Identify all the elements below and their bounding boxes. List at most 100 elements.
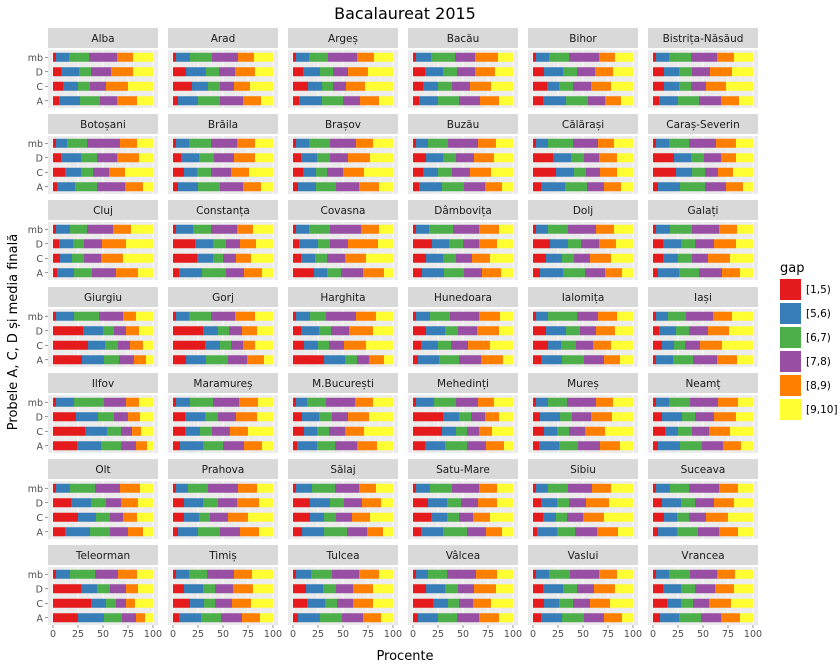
bar-segment (413, 167, 423, 177)
bar-segment (293, 498, 310, 508)
facet-strip (528, 459, 638, 479)
bar-segment (689, 138, 716, 148)
bar-segment (567, 397, 596, 407)
facet-title: Alba (91, 33, 114, 45)
bar-segment (422, 268, 444, 278)
bar-segment (293, 52, 296, 62)
bar-segment (330, 498, 344, 508)
bar-segment (293, 483, 296, 493)
bar-segment (324, 355, 345, 365)
bar-segment (186, 67, 206, 77)
bar-segment (533, 355, 541, 365)
bar-segment (326, 311, 356, 321)
bar-segment (533, 239, 550, 249)
facet-ia-i: Iași (648, 287, 758, 367)
bar-segment (430, 483, 452, 493)
bar-segment (139, 153, 153, 163)
bar-segment (464, 182, 485, 192)
bar-segment (669, 569, 690, 579)
bar-segment (121, 426, 132, 436)
bar-segment (620, 355, 633, 365)
bar-segment (533, 483, 536, 493)
legend-swatch (780, 279, 801, 300)
bar-segment (734, 498, 753, 508)
bar-segment (383, 527, 393, 537)
bar-segment (413, 67, 425, 77)
bar-segment (53, 598, 91, 608)
bar-segment (479, 224, 499, 234)
bar-segment (714, 239, 736, 249)
bar-segment (451, 340, 468, 350)
y-tick-label: D (36, 153, 43, 164)
bar-segment (379, 182, 393, 192)
bar-segment (317, 153, 330, 163)
facet-strip (48, 28, 158, 48)
bar-segment (348, 67, 368, 77)
bar-segment (664, 512, 677, 522)
facet-title: Botoșani (80, 119, 126, 131)
bar-segment (732, 311, 753, 321)
bar-segment (599, 52, 615, 62)
bar-segment (357, 355, 369, 365)
bar-segment (74, 311, 99, 321)
bar-segment (178, 96, 198, 106)
bar-segment (663, 239, 681, 249)
bar-segment (476, 569, 497, 579)
bar-segment (231, 340, 243, 350)
bar-segment (679, 613, 701, 623)
bar-segment (218, 412, 236, 422)
bar-segment (220, 96, 243, 106)
bar-segment (81, 167, 93, 177)
bar-segment (496, 138, 513, 148)
facet-strip (48, 287, 158, 307)
bar-segment (143, 527, 153, 537)
bar-segment (722, 340, 753, 350)
bar-segment (726, 182, 743, 192)
bar-segment (736, 138, 753, 148)
bar-segment (173, 182, 178, 192)
bar-segment (310, 498, 330, 508)
bar-segment (193, 224, 211, 234)
bar-segment (567, 512, 583, 522)
bar-segment (502, 182, 513, 192)
bar-segment (261, 96, 273, 106)
legend-label: [6,7) (806, 332, 831, 344)
bar-segment (324, 512, 336, 522)
bar-segment (299, 239, 318, 249)
bar-segment (685, 340, 700, 350)
bar-segment (211, 224, 237, 234)
bar-segment (362, 498, 381, 508)
legend-title: gap (780, 261, 804, 276)
bar-segment (658, 268, 679, 278)
y-tick-label: D (36, 326, 43, 337)
bar-segment (438, 340, 451, 350)
bar-segment (596, 397, 613, 407)
bar-segment (574, 167, 586, 177)
bar-segment (113, 224, 131, 234)
bar-segment (257, 483, 273, 493)
bar-segment (297, 441, 317, 451)
bar-segment (622, 613, 633, 623)
facet-buz-u: Buzău (408, 114, 518, 194)
bar-segment (452, 167, 470, 177)
bar-segment (442, 182, 464, 192)
bar-segment (364, 426, 393, 436)
bar-segment (596, 224, 614, 234)
bar-segment (120, 483, 140, 493)
bar-segment (610, 598, 633, 608)
bar-segment (218, 326, 229, 336)
bar-segment (653, 153, 674, 163)
bar-segment (319, 412, 332, 422)
bar-segment (83, 326, 103, 336)
bar-segment (198, 182, 220, 192)
bar-segment (307, 598, 325, 608)
bar-segment (333, 67, 348, 77)
bar-segment (738, 527, 753, 537)
bar-segment (429, 224, 453, 234)
bar-segment (202, 268, 226, 278)
bar-segment (605, 426, 633, 436)
bar-segment (361, 224, 379, 234)
bar-segment (714, 412, 736, 422)
bar-segment (546, 253, 562, 263)
